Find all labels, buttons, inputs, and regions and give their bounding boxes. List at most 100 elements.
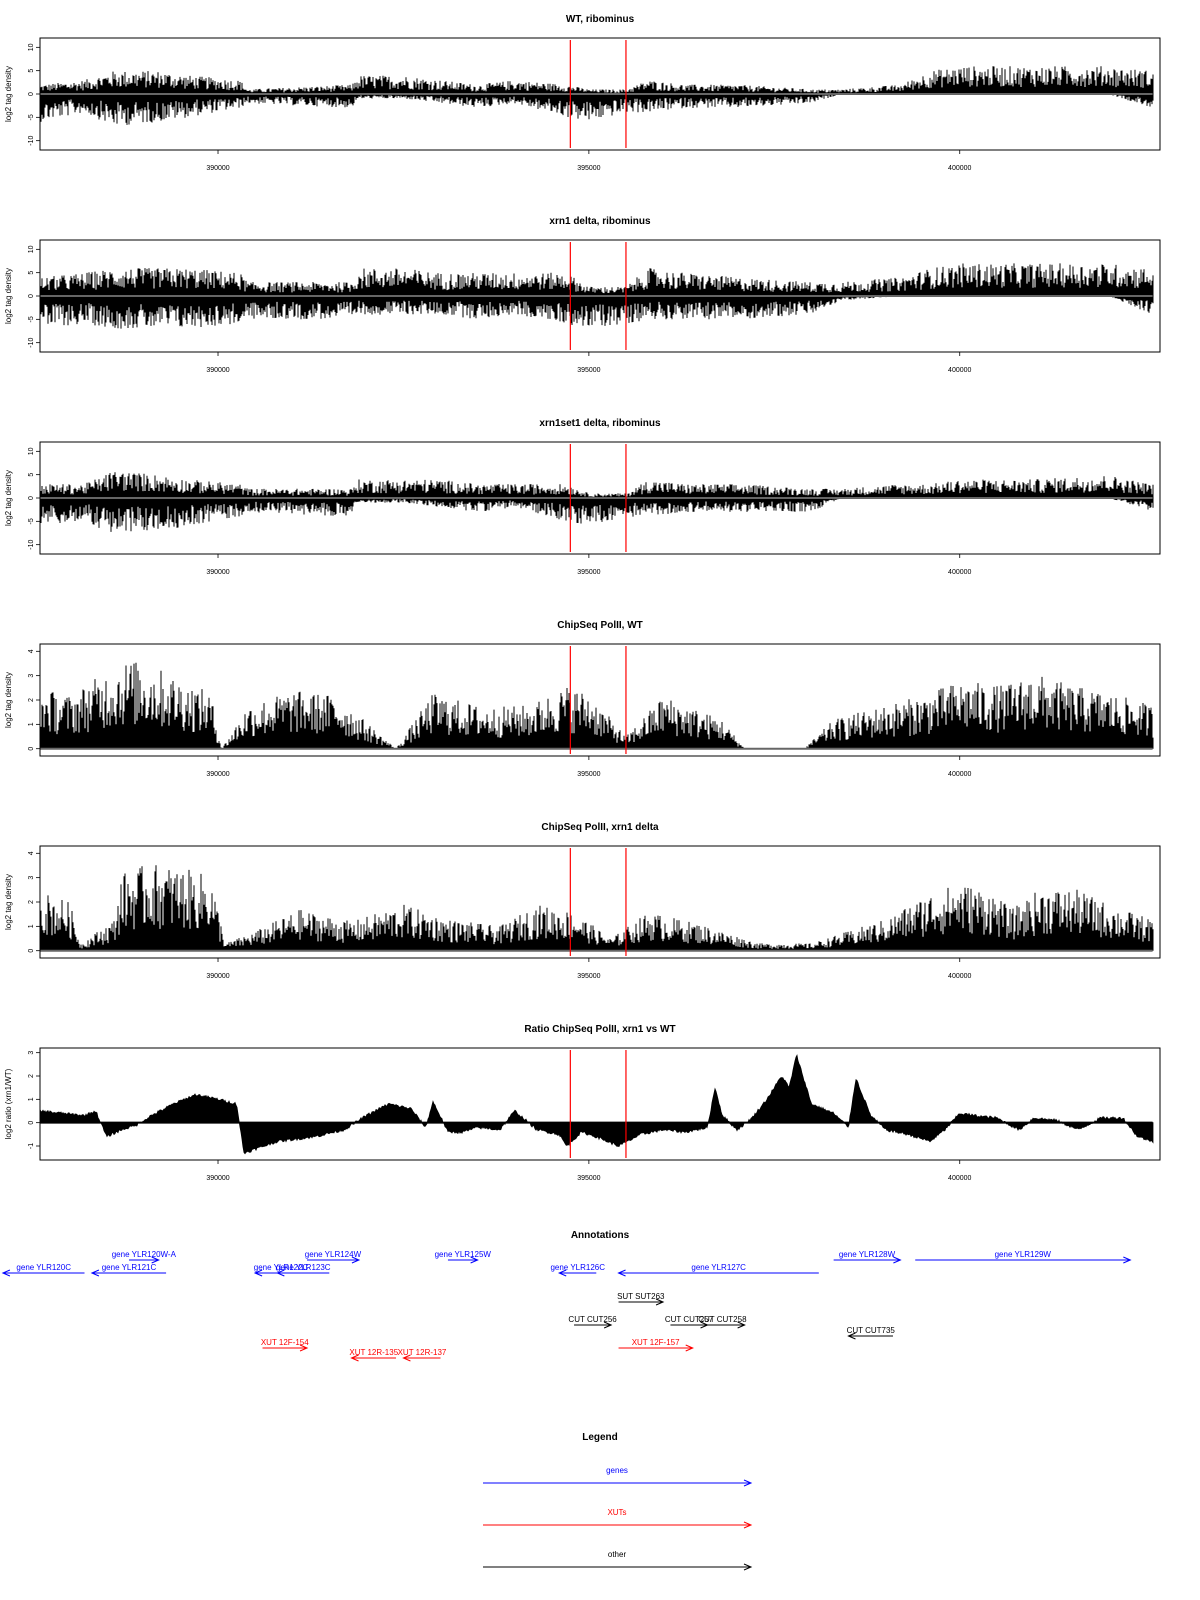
plot-frame xyxy=(39,239,1161,353)
y-tick-label: 5 xyxy=(28,473,35,477)
y-tick-label: 1 xyxy=(28,924,35,928)
feature-label: gene YLR123C xyxy=(276,1263,331,1272)
feature-label: XUT 12R-137 xyxy=(398,1348,447,1357)
feature-label: CUT CUT735 xyxy=(847,1326,896,1335)
annotation-feature: gene YLR120W-A xyxy=(112,1250,177,1264)
x-tick-label: 400000 xyxy=(948,367,971,374)
feature-label: XUT 12F-157 xyxy=(632,1338,680,1347)
feature-label: gene YLR121C xyxy=(102,1263,157,1272)
x-tick-label: 395000 xyxy=(577,771,600,778)
legend-item-xut: XUTs xyxy=(483,1508,753,1529)
arrow-head xyxy=(557,1269,567,1277)
panel-5: Ratio ChipSeq PolII, xrn1 vs WT log2 rati… xyxy=(4,1024,1161,1182)
y-tick-label: 5 xyxy=(28,271,35,275)
density-bars xyxy=(39,472,1154,532)
y-axis-label: log2 tag density xyxy=(4,672,13,728)
arrow-head xyxy=(402,1354,411,1362)
density-bars xyxy=(39,865,1154,951)
feature-label: CUT CUT256 xyxy=(568,1315,617,1324)
feature-label: gene YLR120W-A xyxy=(112,1250,177,1259)
arrow-head xyxy=(893,1256,902,1264)
feature-label: gene YLR127C xyxy=(691,1263,746,1272)
arrow-head xyxy=(655,1298,665,1306)
feature-label: SUT SUT263 xyxy=(617,1292,665,1301)
legend-item-gene: genes xyxy=(483,1466,753,1487)
y-axis-label: log2 ratio (xrn1/WT) xyxy=(4,1068,13,1139)
feature-label: CUT CUT257 xyxy=(665,1315,714,1324)
arrow-head xyxy=(603,1321,613,1329)
y-axis-label: log2 tag density xyxy=(4,66,13,122)
legend: Legend genes XUTs other xyxy=(483,1432,753,1571)
legend-label: other xyxy=(608,1550,627,1559)
annotation-feature: gene YLR126C xyxy=(550,1263,605,1277)
panel-0: WT, ribominus log2 tag density 10 5 0 -5 -10 39… xyxy=(4,14,1161,172)
panel-title: Ratio ChipSeq PolII, xrn1 vs WT xyxy=(524,1024,675,1035)
y-tick-label: 0 xyxy=(28,294,35,298)
arrow-head xyxy=(350,1354,359,1362)
y-tick-label: 10 xyxy=(28,43,35,51)
annotation-feature: gene YLR128W xyxy=(833,1250,902,1264)
y-tick-label: 10 xyxy=(28,447,35,455)
arrow-head xyxy=(253,1269,263,1277)
legend-item-other: other xyxy=(483,1550,753,1571)
arrow-head xyxy=(847,1332,856,1340)
panel-2: xrn1set1 delta, ribominus log2 tag densit… xyxy=(4,418,1161,576)
feature-label: gene YLR128W xyxy=(839,1250,896,1259)
annotation-feature: gene YLR129W xyxy=(915,1250,1132,1264)
arrow-head xyxy=(685,1344,694,1352)
x-tick-label: 395000 xyxy=(577,973,600,980)
annotation-feature: gene YLR124W xyxy=(305,1250,362,1264)
y-tick-label: 0 xyxy=(28,1121,35,1125)
density-bars xyxy=(39,66,1154,125)
y-tick-label: 0 xyxy=(28,92,35,96)
x-tick-label: 390000 xyxy=(206,367,229,374)
x-tick-label: 395000 xyxy=(577,1175,600,1182)
y-tick-label: 0 xyxy=(28,949,35,953)
arrow-head xyxy=(1123,1256,1132,1264)
y-tick-label: 0 xyxy=(28,496,35,500)
plot-frame xyxy=(39,441,1161,555)
legend-title: Legend xyxy=(582,1432,618,1443)
y-tick-label: 5 xyxy=(28,69,35,73)
panel-4: ChipSeq PolII, xrn1 delta log2 tag densit… xyxy=(4,822,1161,980)
y-tick-label: -5 xyxy=(28,518,35,524)
y-axis-label: log2 tag density xyxy=(4,268,13,324)
x-tick-label: 390000 xyxy=(206,165,229,172)
annotation-feature: CUT CUT735 xyxy=(847,1326,896,1340)
y-tick-label: -5 xyxy=(28,114,35,120)
y-axis-label: log2 tag density xyxy=(4,874,13,930)
x-tick-label: 390000 xyxy=(206,973,229,980)
annotation-feature: gene YLR127C xyxy=(617,1263,819,1277)
x-tick-label: 390000 xyxy=(206,569,229,576)
y-tick-label: 4 xyxy=(28,851,35,855)
y-tick-label: -10 xyxy=(28,136,35,146)
feature-label: gene YLR124W xyxy=(305,1250,362,1259)
arrow-head xyxy=(743,1563,753,1571)
arrow-head xyxy=(743,1521,753,1529)
plot-frame xyxy=(39,37,1161,151)
arrow-head xyxy=(617,1269,626,1277)
arrow-head xyxy=(151,1256,160,1264)
feature-label: gene YLR120C xyxy=(16,1263,71,1272)
panel-title: xrn1set1 delta, ribominus xyxy=(539,418,661,429)
panel-title: xrn1 delta, ribominus xyxy=(549,216,651,227)
y-tick-label: 4 xyxy=(28,649,35,653)
arrow-head xyxy=(299,1344,309,1352)
y-axis-label: log2 tag density xyxy=(4,470,13,526)
y-tick-label: 3 xyxy=(28,674,35,678)
y-tick-label: 3 xyxy=(28,1051,35,1055)
annotation-feature: gene YLR120C xyxy=(1,1263,85,1277)
y-tick-label: 10 xyxy=(28,245,35,253)
feature-label: gene YLR122C xyxy=(254,1263,309,1272)
annotations-title: Annotations xyxy=(571,1230,630,1241)
legend-label: genes xyxy=(606,1466,628,1475)
panel-3: ChipSeq PolII, WT log2 tag density 0 1 2 3 4 39… xyxy=(4,620,1161,778)
annotation-feature: XUT 12R-135 xyxy=(349,1348,399,1362)
feature-label: gene YLR125W xyxy=(435,1250,492,1259)
arrow-head xyxy=(737,1321,746,1329)
plot-frame xyxy=(39,1047,1161,1161)
density-bars xyxy=(39,662,1154,749)
annotation-feature: gene YLR123C xyxy=(276,1263,331,1277)
annotations-panel: Annotations gene YLR120C gene YLR120W-A gen… xyxy=(1,1230,1132,1362)
